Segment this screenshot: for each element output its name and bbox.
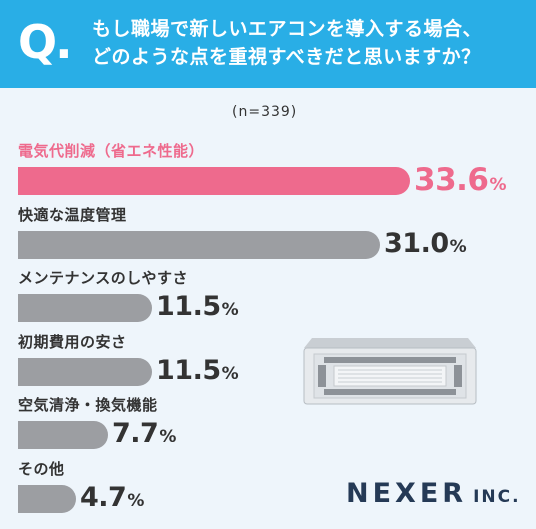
value-number: 7.7 xyxy=(112,418,159,449)
category-label: 電気代削減（省エネ性能） xyxy=(18,142,205,160)
value-label: 31.0% xyxy=(384,227,467,262)
category-label: メンテナンスのしやすさ xyxy=(18,269,189,287)
question-header: Q. もし職場で新しいエアコンを導入する場合、 どのような点を重視すべきだと思い… xyxy=(0,0,536,88)
percent-sign: % xyxy=(159,427,176,447)
sample-size: (n=339) xyxy=(232,104,298,120)
value-number: 33.6 xyxy=(414,162,489,198)
air-conditioner-illustration xyxy=(303,338,477,405)
category-label: 快適な温度管理 xyxy=(18,205,127,224)
bar xyxy=(18,230,380,259)
value-label: 7.7% xyxy=(112,419,176,452)
value-number: 11.5 xyxy=(156,354,221,386)
logo-name: NEXER xyxy=(346,478,468,509)
percent-sign: % xyxy=(449,236,467,257)
question-mark: Q. xyxy=(18,15,73,69)
value-number: 11.5 xyxy=(156,291,221,322)
percent-sign: % xyxy=(221,300,239,320)
question-line-1: もし職場で新しいエアコンを導入する場合、 xyxy=(92,18,483,40)
value-number: 4.7 xyxy=(80,481,127,513)
value-number: 31.0 xyxy=(384,227,449,259)
value-label: 33.6% xyxy=(414,162,507,200)
bar xyxy=(18,294,152,322)
bar xyxy=(18,167,410,195)
bar xyxy=(18,421,108,449)
bar xyxy=(18,484,76,513)
value-label: 11.5% xyxy=(156,291,239,325)
nexer-logo: NEXER INC. xyxy=(346,478,521,509)
value-label: 4.7% xyxy=(80,481,144,516)
percent-sign: % xyxy=(489,175,507,195)
percent-sign: % xyxy=(127,490,144,511)
bar xyxy=(18,357,152,386)
percent-sign: % xyxy=(221,363,239,384)
value-label: 11.5% xyxy=(156,354,239,389)
category-label: その他 xyxy=(18,459,65,478)
category-label: 初期費用の安さ xyxy=(18,332,127,351)
category-label: 空気清浄・換気機能 xyxy=(18,396,158,414)
question-line-2: どのような点を重視すべきだと思いますか？ xyxy=(92,46,481,68)
logo-suffix: INC. xyxy=(473,487,521,507)
